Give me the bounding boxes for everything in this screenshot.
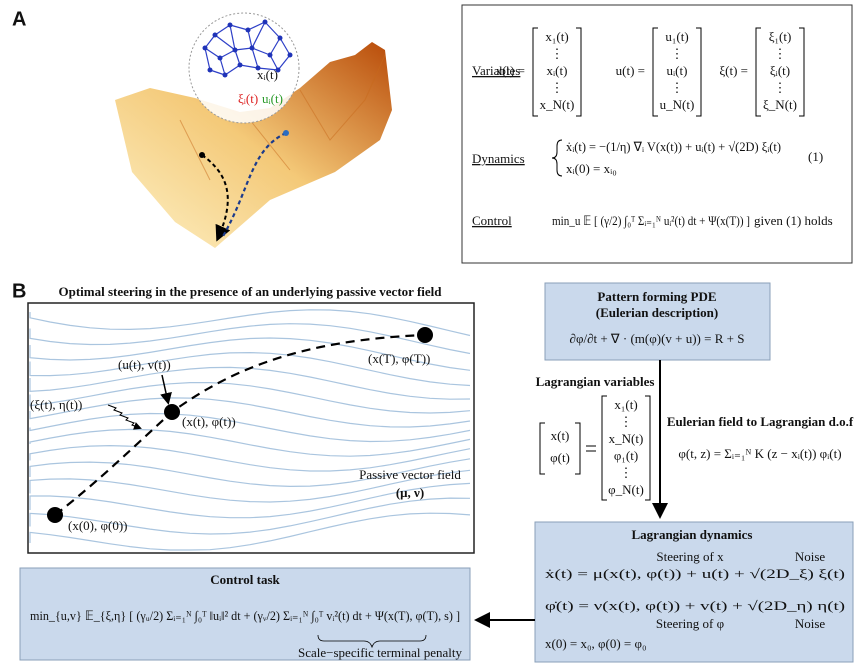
- vector-entry: ⋮: [620, 414, 633, 429]
- equals: [586, 446, 596, 451]
- vector-entry: φ₁(t): [614, 448, 638, 463]
- steering-label: (u(t), v(t)): [118, 357, 171, 372]
- network-node: [268, 53, 273, 58]
- vector-entry: ⋮: [551, 46, 564, 61]
- pde-title: Pattern forming PDE: [597, 289, 716, 304]
- network-node: [263, 20, 268, 25]
- point: [164, 404, 180, 420]
- panel-label: B: [12, 280, 26, 302]
- vector-lhs: u(t) =: [616, 63, 645, 78]
- vector-entry: ξ_N(t): [763, 97, 797, 112]
- network-node: [278, 36, 283, 41]
- passive-field-symbol: (μ, ν): [396, 485, 424, 500]
- vector-entry: ⋮: [671, 46, 684, 61]
- vector-entry: ⋮: [620, 465, 633, 480]
- eulerian-title: Eulerian field to Lagrangian d.o.f: [667, 414, 854, 429]
- annotation: Steering of φ: [656, 616, 724, 631]
- dynamics-equation: xᵢ(0) = xᵢ₀: [566, 161, 617, 176]
- network-node: [228, 23, 233, 28]
- vector-entry: ξᵢ(t): [770, 63, 790, 78]
- bracket: [756, 28, 761, 116]
- inset-node-label: xᵢ(t): [257, 67, 278, 82]
- brace: [552, 140, 562, 176]
- network-node: [288, 53, 293, 58]
- annotation: Noise: [795, 616, 826, 631]
- vector-entry: ⋮: [774, 80, 787, 95]
- pde-title: (Eulerian description): [596, 305, 718, 320]
- bracket: [653, 28, 658, 116]
- network-node: [238, 63, 243, 68]
- network-node: [233, 48, 238, 53]
- bracket: [645, 396, 650, 500]
- vector-lhs: ξ(t) =: [719, 63, 748, 78]
- bracket: [575, 423, 580, 474]
- vector-lhs: x(t) =: [496, 63, 525, 78]
- network-node: [223, 73, 228, 78]
- bracket: [533, 28, 538, 116]
- point: [47, 507, 63, 523]
- dynamics-equation: φ̇(t) = ν(x(t), φ(t)) + v(t) + √(2D_η) η…: [545, 598, 845, 613]
- bracket: [799, 28, 804, 116]
- annotation: Noise: [795, 549, 826, 564]
- vector-entry: ⋮: [671, 80, 684, 95]
- panel-label: A: [12, 8, 26, 30]
- vector-entry: ⋮: [551, 80, 564, 95]
- bracket: [602, 396, 607, 500]
- dynamics-title: Lagrangian dynamics: [632, 527, 753, 542]
- bracket: [540, 423, 545, 474]
- current-state-label: (x(t), φ(t)): [182, 414, 236, 429]
- vector-entry: ⋮: [774, 46, 787, 61]
- point: [417, 327, 433, 343]
- network-node: [218, 56, 223, 61]
- figure: A xᵢ(t) ξᵢ(t) uᵢ(t) Variables x(t) =x₁(t…: [0, 0, 856, 665]
- control-condition: given (1) holds: [754, 213, 833, 228]
- dynamics-equation: ẋ(t) = μ(x(t), φ(t)) + u(t) + √(2D_ξ) ξ(…: [545, 566, 845, 581]
- penalty-label: Scale−specific terminal penalty: [298, 645, 462, 660]
- equation-number: (1): [808, 149, 823, 164]
- network-node: [208, 68, 213, 73]
- dynamics-label: Dynamics: [472, 151, 525, 166]
- panel-title: Optimal steering in the presence of an u…: [59, 284, 443, 299]
- dynamics-equation: x(0) = x₀, φ(0) = φ₀: [545, 636, 647, 651]
- vector-entry: ξ₁(t): [769, 29, 792, 44]
- network-node: [203, 46, 208, 51]
- vector-entry: x₁(t): [614, 397, 637, 412]
- bracket: [576, 28, 581, 116]
- network-node: [246, 28, 251, 33]
- network-node: [213, 33, 218, 38]
- vector-lhs: x(t): [551, 428, 570, 443]
- lagrangian-variables-title: Lagrangian variables: [536, 374, 655, 389]
- initial-state-label: (x(0), φ(0)): [68, 518, 127, 533]
- vector-entry: u₁(t): [665, 29, 688, 44]
- vector-entry: x_N(t): [609, 431, 644, 446]
- pde-equation: ∂φ/∂t + ∇ · (m(φ)(v + u)) = R + S: [570, 331, 745, 346]
- control-task-equation: min_{u,v} 𝔼_{ξ,η} [ (γᵤ/2) Σᵢ₌₁ᴺ ∫₀ᵀ ‖uᵢ…: [30, 608, 460, 624]
- vector-entry: xᵢ(t): [547, 63, 568, 78]
- annotation: Steering of x: [656, 549, 724, 564]
- dynamics-equation: ẋᵢ(t) = −(1/η) ∇ᵢ V(x(t)) + uᵢ(t) + √(2D…: [566, 139, 781, 154]
- network-node: [250, 46, 255, 51]
- start-point: [283, 130, 289, 136]
- vector-entry: u_N(t): [660, 97, 695, 112]
- inset-control-label: uᵢ(t): [262, 91, 283, 106]
- bracket: [696, 28, 701, 116]
- start-point: [199, 152, 205, 158]
- vector-lhs: φ(t): [550, 450, 570, 465]
- vector-entry: x₁(t): [545, 29, 568, 44]
- final-state-label: (x(T), φ(T)): [368, 351, 430, 366]
- inset-noise-label: ξᵢ(t): [238, 91, 258, 106]
- vector-entry: x_N(t): [540, 97, 575, 112]
- control-equation: min_u 𝔼 [ (γ/2) ∫₀ᵀ Σᵢ₌₁ᴺ uᵢ²(t) dt + Ψ(…: [552, 213, 750, 229]
- passive-field-label: Passive vector field: [359, 467, 461, 482]
- control-task-title: Control task: [210, 572, 280, 587]
- eulerian-equation: φ(t, z) = Σᵢ₌₁ᴺ K (z − xᵢ(t)) φᵢ(t): [678, 446, 841, 461]
- noise-label: (ξ(t), η(t)): [30, 397, 82, 412]
- vector-entry: uᵢ(t): [667, 63, 688, 78]
- control-label: Control: [472, 213, 512, 228]
- vector-entry: φ_N(t): [608, 482, 644, 497]
